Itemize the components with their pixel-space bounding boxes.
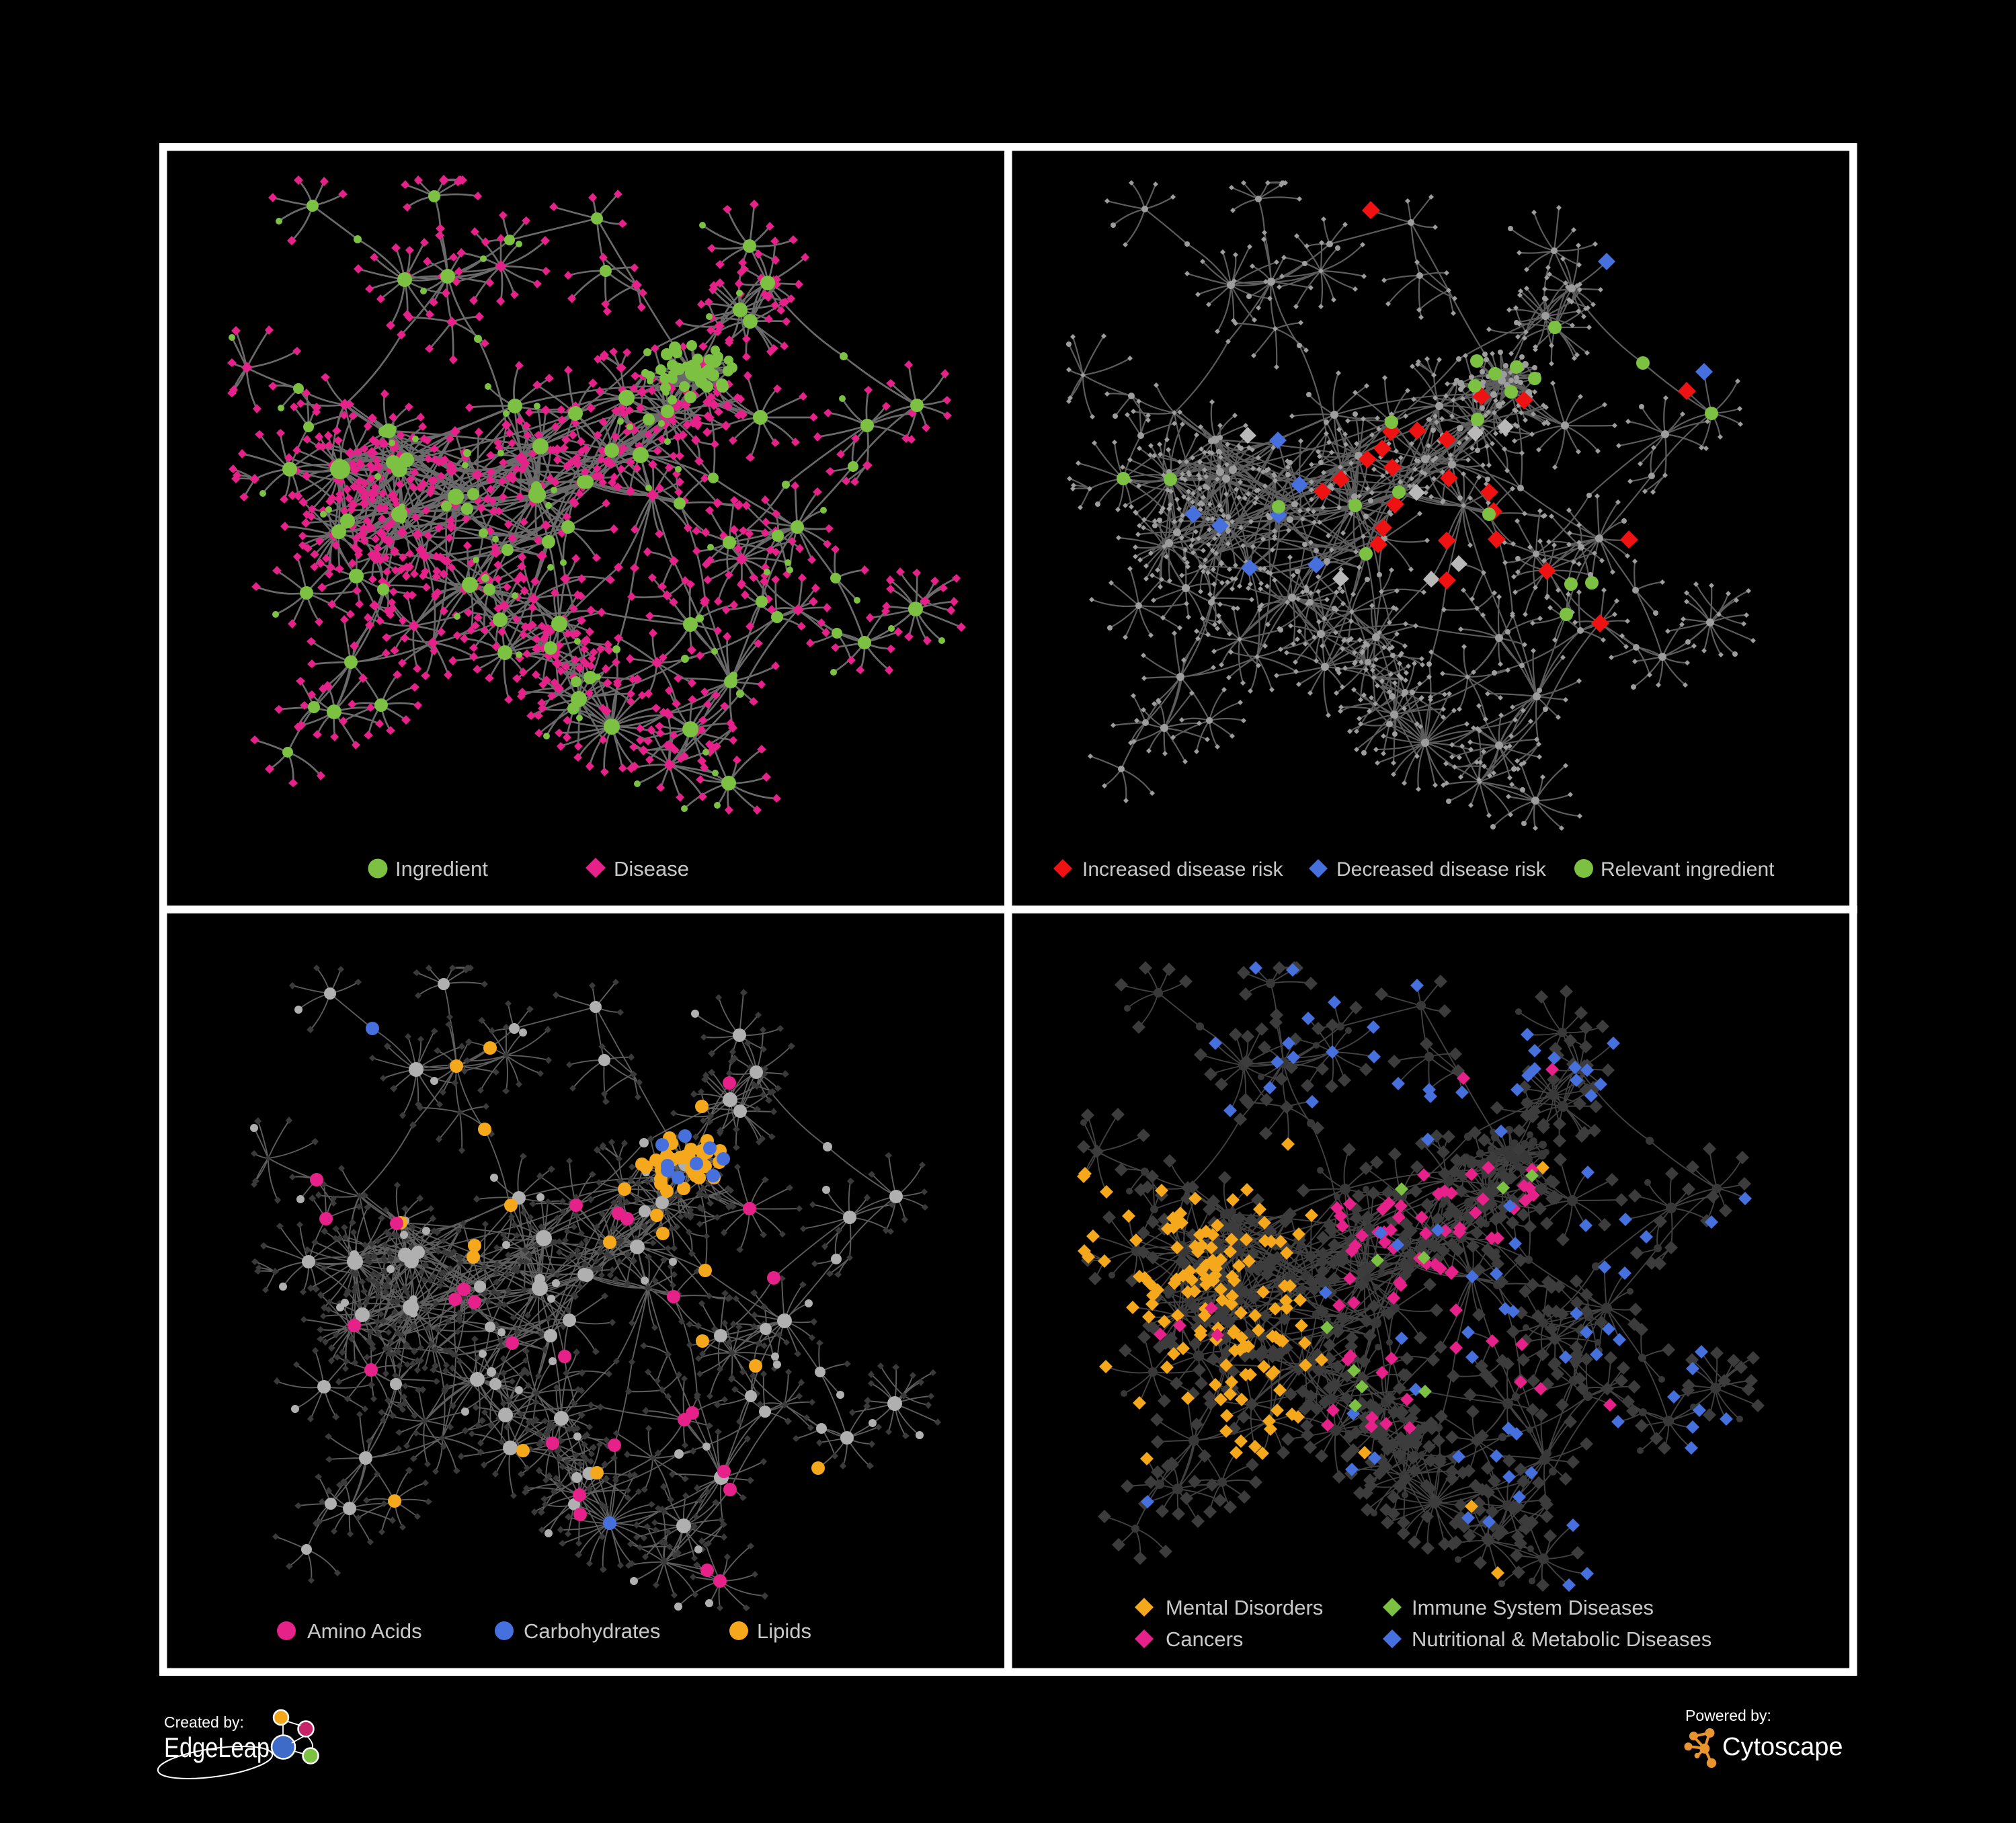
svg-text:Relevant ingredient: Relevant ingredient	[1601, 858, 1775, 881]
svg-text:Cancers: Cancers	[1166, 1627, 1243, 1651]
svg-text:Increased disease risk: Increased disease risk	[1082, 858, 1283, 881]
svg-text:Decreased disease risk: Decreased disease risk	[1336, 858, 1547, 881]
svg-text:Nutritional & Metabolic Diseas: Nutritional & Metabolic Diseases	[1412, 1627, 1711, 1651]
svg-text:Created by:: Created by:	[164, 1713, 244, 1731]
svg-text:Powered by:: Powered by:	[1685, 1707, 1771, 1724]
svg-text:Carbohydrates: Carbohydrates	[524, 1619, 660, 1643]
svg-text:Mental Disorders: Mental Disorders	[1166, 1596, 1323, 1619]
svg-text:Amino Acids: Amino Acids	[307, 1619, 422, 1643]
svg-text:Immune System Diseases: Immune System Diseases	[1412, 1596, 1654, 1619]
svg-text:Disease: Disease	[614, 857, 689, 881]
svg-text:Cytoscape: Cytoscape	[1722, 1733, 1843, 1761]
svg-text:Ingredient: Ingredient	[395, 857, 488, 881]
svg-text:Lipids: Lipids	[757, 1619, 811, 1643]
